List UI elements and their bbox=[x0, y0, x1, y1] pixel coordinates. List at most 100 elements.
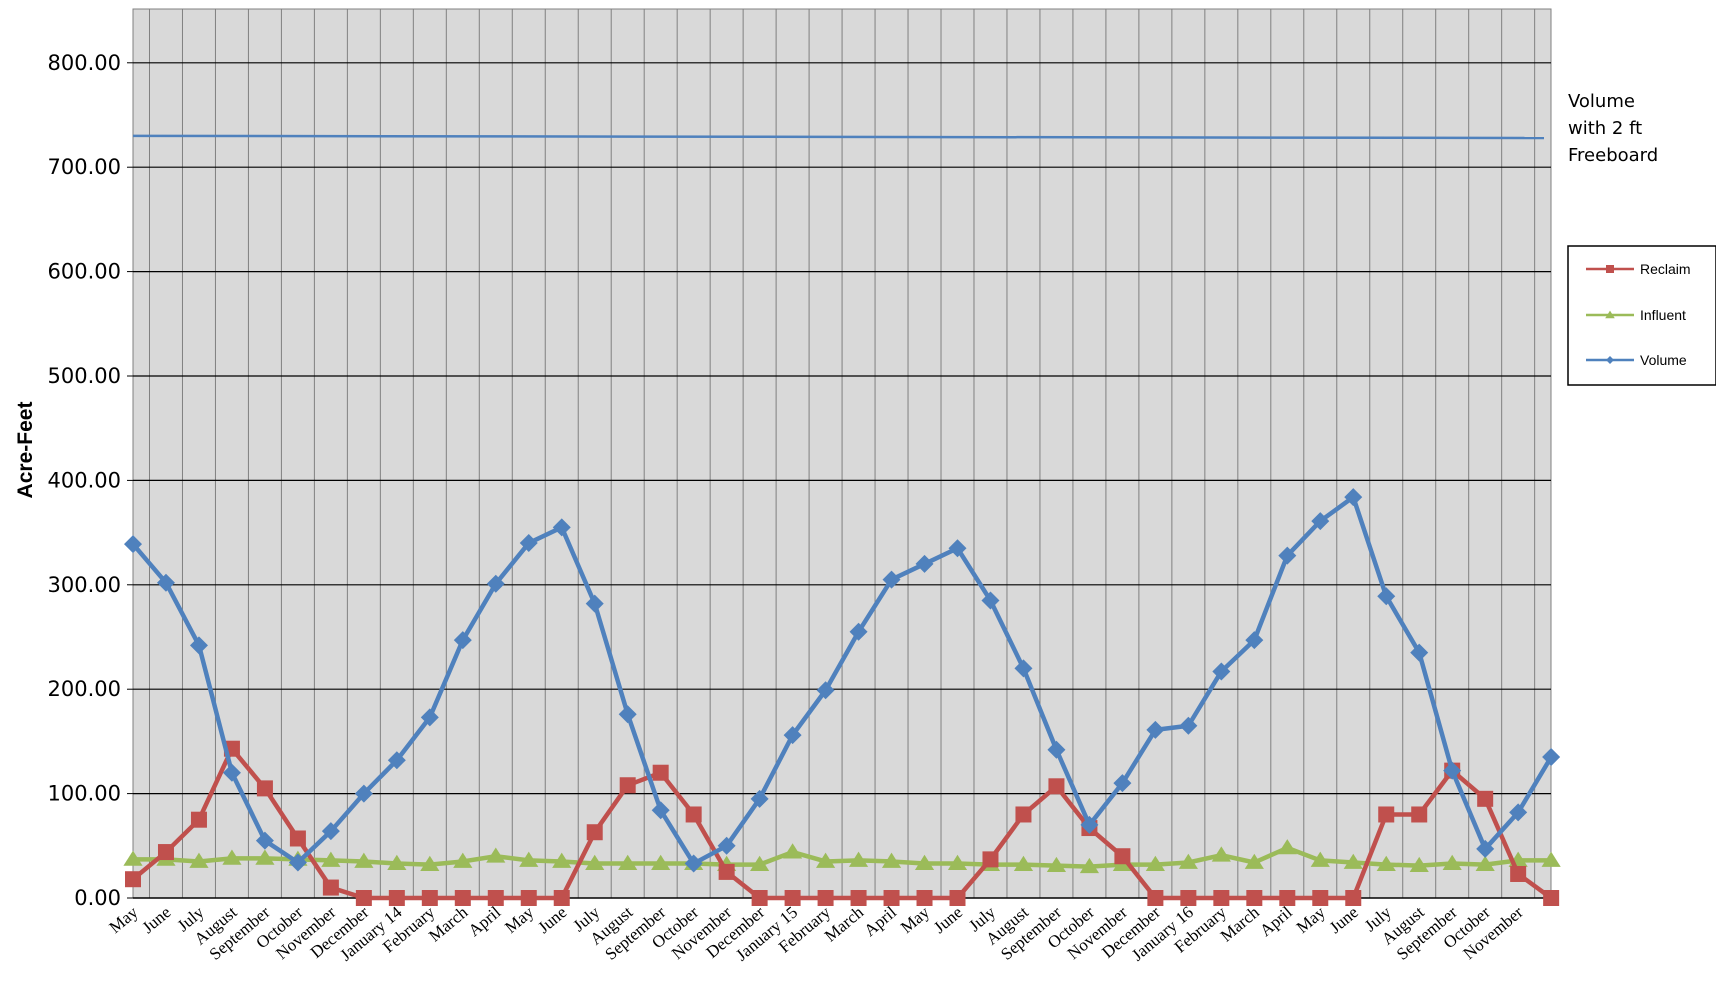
volume-point bbox=[519, 534, 538, 553]
vertical-gridlines bbox=[148, 9, 1536, 898]
influent-point bbox=[189, 852, 209, 868]
volume-point bbox=[1377, 587, 1396, 606]
x-tick-label: April bbox=[1256, 902, 1296, 940]
influent-point bbox=[585, 854, 605, 870]
influent-point bbox=[750, 855, 770, 871]
reclaim-point bbox=[1543, 890, 1560, 906]
x-tick-label: May bbox=[501, 902, 537, 937]
volume-line bbox=[131, 494, 1554, 866]
influent-point bbox=[1079, 857, 1100, 874]
influent-point bbox=[486, 847, 506, 863]
volume-point bbox=[453, 631, 472, 650]
freeboard-annotation-line-3: Freeboard bbox=[1568, 145, 1658, 166]
x-tick-label: June bbox=[930, 903, 966, 938]
volume-point bbox=[1509, 803, 1528, 822]
y-tick-label: 800.00 bbox=[48, 51, 121, 75]
reclaim-point bbox=[850, 890, 867, 906]
reclaim-point bbox=[949, 890, 966, 906]
reclaim-point bbox=[322, 879, 339, 896]
influent-point bbox=[255, 849, 275, 865]
reclaim-point bbox=[1180, 890, 1197, 906]
influent-point bbox=[1541, 851, 1561, 867]
volume-point bbox=[222, 763, 241, 782]
reclaim-point bbox=[619, 777, 636, 794]
reclaim-point bbox=[487, 890, 504, 906]
influent-point bbox=[222, 849, 242, 865]
x-tick-label: June bbox=[138, 903, 174, 938]
reclaim-point bbox=[1345, 890, 1362, 906]
volume-point bbox=[486, 574, 505, 593]
influent-point bbox=[123, 850, 143, 866]
reclaim-point bbox=[1015, 806, 1032, 823]
volume-point bbox=[255, 831, 274, 850]
influent-point bbox=[815, 852, 836, 868]
freeboard-reference-line bbox=[132, 134, 1545, 140]
influent-point bbox=[1178, 853, 1198, 869]
x-tick-label: March bbox=[1217, 902, 1264, 945]
volume-point bbox=[948, 539, 967, 558]
influent-point bbox=[783, 843, 803, 859]
legend-volume-label: Volume bbox=[1640, 352, 1687, 368]
reclaim-point bbox=[1411, 806, 1428, 823]
x-tick-label: April bbox=[465, 902, 505, 940]
influent-point bbox=[1013, 855, 1034, 871]
volume-point bbox=[288, 853, 307, 872]
x-tick-label: June bbox=[1326, 903, 1362, 938]
influent-point bbox=[387, 854, 407, 870]
legend-influent-label: Influent bbox=[1640, 307, 1686, 323]
influent-point bbox=[1244, 853, 1264, 869]
reclaim-point bbox=[1048, 778, 1065, 795]
volume-point bbox=[1344, 488, 1363, 507]
volume-point bbox=[816, 681, 835, 700]
reclaim-point bbox=[718, 863, 735, 880]
volume-point bbox=[1542, 748, 1561, 767]
freeboard-annotation-line-1: Volume bbox=[1568, 91, 1635, 112]
volume-point bbox=[354, 784, 373, 803]
y-tick-label: 100.00 bbox=[48, 782, 121, 806]
influent-point bbox=[354, 852, 374, 868]
reclaim-point bbox=[1378, 806, 1395, 823]
y-tick-label: 700.00 bbox=[48, 155, 121, 179]
reclaim-point bbox=[553, 890, 570, 906]
y-tick-label: 600.00 bbox=[48, 260, 121, 284]
volume-point bbox=[1245, 631, 1264, 650]
influent-point bbox=[881, 852, 902, 868]
volume-point bbox=[1179, 716, 1198, 735]
influent-point bbox=[1310, 851, 1330, 867]
volume-point bbox=[849, 622, 868, 641]
volume-point bbox=[915, 554, 934, 573]
reclaim-point bbox=[784, 890, 801, 906]
x-tick-label: March bbox=[821, 902, 868, 945]
volume-point bbox=[981, 591, 1000, 610]
influent-point bbox=[947, 854, 968, 870]
y-axis-ticks: 0.00 100.00 200.00 300.00 400.00 500.00 600.00… bbox=[48, 51, 133, 910]
legend: Reclaim Influent Volume bbox=[1567, 245, 1716, 386]
reclaim-point bbox=[256, 780, 273, 797]
reclaim-point bbox=[1147, 890, 1164, 906]
influent-point bbox=[1442, 854, 1462, 870]
reclaim-point bbox=[355, 890, 372, 906]
reclaim-point bbox=[982, 851, 999, 868]
reclaim-point bbox=[157, 844, 174, 861]
influent-point bbox=[519, 851, 539, 867]
freeboard-annotation: Volume with 2 ft Freeboard bbox=[1568, 91, 1658, 166]
x-tick-label: May bbox=[897, 902, 933, 937]
reclaim-point bbox=[652, 764, 669, 781]
volume-point bbox=[387, 751, 406, 770]
x-tick-label: May bbox=[1293, 902, 1329, 937]
reclaim-point bbox=[1510, 865, 1527, 882]
reclaim-point bbox=[883, 890, 900, 906]
y-tick-label: 0.00 bbox=[74, 886, 121, 910]
influent-point bbox=[1376, 855, 1396, 871]
legend-influent-marker bbox=[1605, 310, 1615, 319]
reclaim-point bbox=[1312, 890, 1329, 906]
volume-point bbox=[1278, 546, 1297, 565]
influent-point bbox=[1046, 856, 1067, 873]
volume-point bbox=[750, 789, 769, 808]
influent-point bbox=[1145, 855, 1165, 871]
volume-point bbox=[1113, 774, 1132, 793]
reclaim-point bbox=[916, 890, 933, 906]
influent-point bbox=[1409, 856, 1429, 873]
x-tick-label: March bbox=[425, 902, 472, 945]
